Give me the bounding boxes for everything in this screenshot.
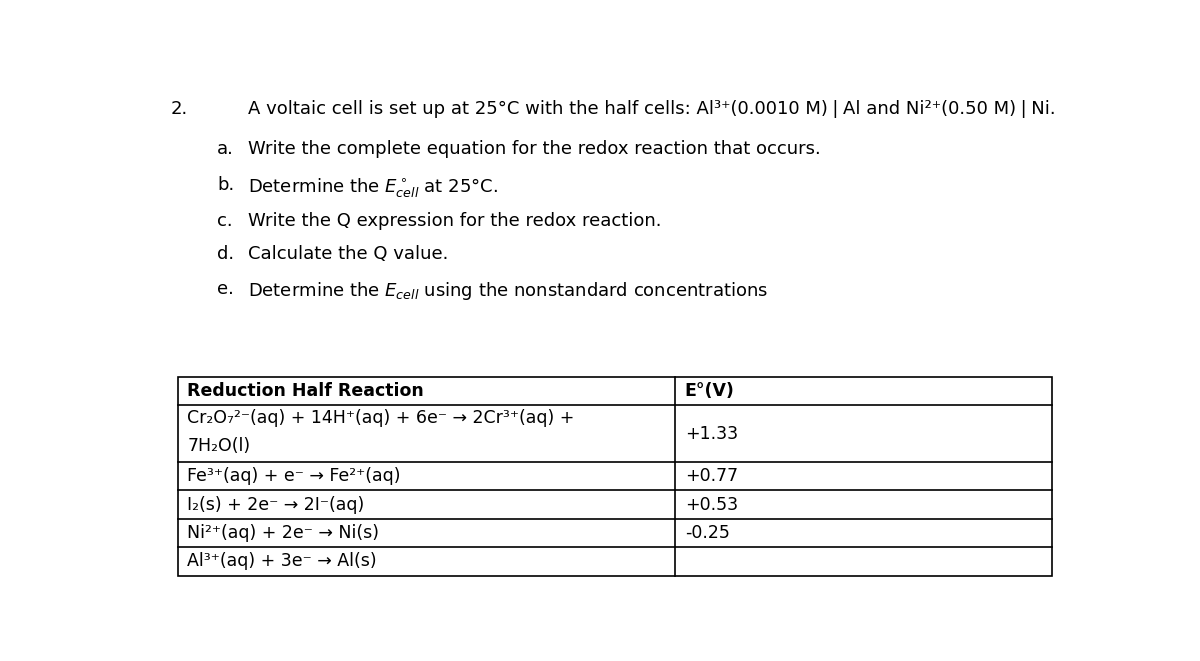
Text: d.: d. <box>217 245 234 262</box>
Text: e.: e. <box>217 280 234 298</box>
Text: Ni²⁺(aq) + 2e⁻ → Ni(s): Ni²⁺(aq) + 2e⁻ → Ni(s) <box>187 524 379 542</box>
Text: 7H₂O(l): 7H₂O(l) <box>187 438 251 455</box>
Text: A voltaic cell is set up at 25°C with the half cells: Al³⁺(0.0010 M)❘Al and Ni²⁺: A voltaic cell is set up at 25°C with th… <box>247 100 1055 118</box>
Text: E°(V): E°(V) <box>685 382 734 401</box>
Text: Reduction Half Reaction: Reduction Half Reaction <box>187 382 424 401</box>
Text: 2.: 2. <box>170 100 187 118</box>
Text: Determine the $\mathit{E}_{\mathit{cell}}$ using the nonstandard concentrations: Determine the $\mathit{E}_{\mathit{cell}… <box>247 280 768 302</box>
Text: +0.53: +0.53 <box>685 496 738 514</box>
Text: a.: a. <box>217 140 234 159</box>
Text: Calculate the Q value.: Calculate the Q value. <box>247 245 448 262</box>
Text: Write the complete equation for the redox reaction that occurs.: Write the complete equation for the redo… <box>247 140 821 159</box>
Text: Al³⁺(aq) + 3e⁻ → Al(s): Al³⁺(aq) + 3e⁻ → Al(s) <box>187 553 377 570</box>
Text: +0.77: +0.77 <box>685 467 738 485</box>
Text: +1.33: +1.33 <box>685 425 738 443</box>
Text: I₂(s) + 2e⁻ → 2I⁻(aq): I₂(s) + 2e⁻ → 2I⁻(aq) <box>187 496 365 514</box>
Text: Write the Q expression for the redox reaction.: Write the Q expression for the redox rea… <box>247 212 661 229</box>
Text: c.: c. <box>217 212 233 229</box>
Text: b.: b. <box>217 176 234 194</box>
Text: Determine the $\mathit{E}^\circ_{\mathit{cell}}$ at 25°C.: Determine the $\mathit{E}^\circ_{\mathit… <box>247 176 498 199</box>
Text: Fe³⁺(aq) + e⁻ → Fe²⁺(aq): Fe³⁺(aq) + e⁻ → Fe²⁺(aq) <box>187 467 401 485</box>
Text: Cr₂O₇²⁻(aq) + 14H⁺(aq) + 6e⁻ → 2Cr³⁺(aq) +: Cr₂O₇²⁻(aq) + 14H⁺(aq) + 6e⁻ → 2Cr³⁺(aq)… <box>187 409 575 427</box>
Text: -0.25: -0.25 <box>685 524 730 542</box>
